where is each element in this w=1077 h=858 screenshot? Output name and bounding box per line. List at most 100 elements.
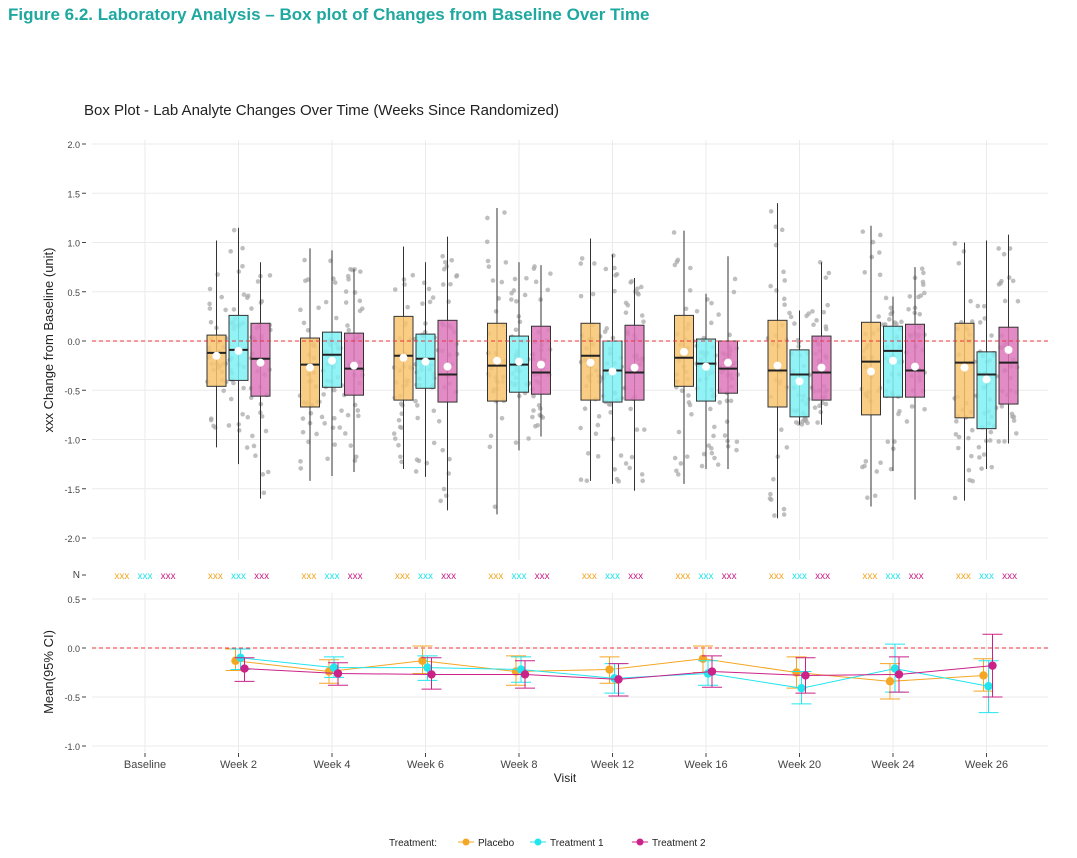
jitter-point — [967, 477, 972, 483]
jitter-point — [687, 288, 693, 293]
jitter-point — [343, 289, 349, 294]
jitter-point — [595, 454, 601, 459]
jitter-point — [352, 458, 358, 463]
jitter-point — [877, 272, 883, 278]
jitter-point — [323, 299, 329, 305]
jitter-point — [608, 402, 613, 407]
jitter-point — [904, 419, 910, 424]
jitter-point — [815, 420, 820, 425]
jitter-point — [524, 275, 529, 281]
mean-point — [443, 362, 452, 371]
jitter-point — [1001, 251, 1007, 257]
jitter-point — [414, 403, 420, 408]
jitter-point — [397, 424, 403, 430]
jitter-point — [806, 311, 811, 316]
jitter-point — [686, 393, 691, 398]
jitter-point — [774, 288, 779, 293]
mean-point-treatment2 — [707, 667, 717, 676]
jitter-point — [592, 261, 597, 266]
jitter-point — [817, 403, 822, 409]
jitter-point — [956, 260, 962, 266]
jitter-point — [889, 309, 895, 315]
jitter-point — [438, 498, 443, 504]
n-count-placebo: xxx — [675, 571, 690, 582]
n-count-treatment2: xxx — [909, 571, 924, 582]
jitter-point — [436, 418, 442, 424]
jitter-point — [332, 442, 338, 447]
jitter-point — [952, 495, 958, 501]
jitter-point — [674, 468, 679, 474]
mean-point-treatment2 — [333, 669, 343, 678]
jitter-point — [231, 227, 237, 233]
jitter-point — [514, 299, 519, 304]
box-placebo — [300, 337, 320, 408]
jitter-point — [244, 445, 250, 450]
mean-point — [515, 357, 523, 366]
jitter-point — [862, 270, 868, 275]
jitter-point — [979, 466, 984, 471]
jitter-point — [300, 416, 306, 421]
jitter-point — [431, 408, 437, 414]
jitter-point — [356, 413, 361, 419]
box-treatment2 — [718, 340, 738, 394]
jitter-point — [953, 432, 959, 437]
jitter-point — [623, 310, 629, 315]
jitter-point — [722, 433, 728, 438]
jitter-point — [431, 440, 437, 446]
y-tick-label: -2.0 — [64, 534, 80, 544]
n-count-treatment1: xxx — [418, 571, 433, 582]
jitter-point — [708, 406, 713, 412]
jitter-point — [717, 400, 723, 405]
jitter-point — [502, 210, 507, 215]
jitter-point — [207, 306, 213, 311]
x-tick-label: Week 12 — [591, 759, 634, 771]
jitter-point — [812, 405, 818, 410]
jitter-point — [603, 266, 609, 272]
jitter-point — [509, 297, 514, 302]
jitter-point — [977, 320, 983, 325]
n-count-placebo: xxx — [208, 571, 223, 582]
jitter-point — [596, 414, 602, 419]
mean-point — [867, 367, 875, 376]
n-count-placebo: xxx — [114, 571, 129, 582]
jitter-point — [708, 320, 714, 326]
jitter-point — [987, 438, 993, 443]
jitter-point — [610, 335, 616, 341]
jitter-point — [865, 495, 870, 501]
box-plot-y-axis: 2.0 1.5 1.0 0.5 0.0 -0.5 -1.0 -1.5 -2.0 — [64, 140, 86, 544]
mean-point-treatment1 — [984, 682, 993, 691]
jitter-point — [641, 427, 647, 432]
jitter-point — [709, 300, 714, 306]
jitter-point — [360, 306, 365, 311]
jitter-point — [221, 388, 227, 394]
jitter-point — [343, 300, 349, 305]
y-tick-label: -1.5 — [64, 485, 80, 495]
jitter-point — [860, 229, 866, 234]
jitter-point — [426, 286, 432, 292]
jitter-point — [517, 319, 523, 325]
jitter-point — [996, 439, 1002, 444]
jitter-point — [781, 506, 787, 512]
mean-point — [328, 356, 336, 365]
jitter-point — [1015, 298, 1021, 304]
jitter-point — [988, 429, 994, 435]
jitter-point — [302, 257, 307, 263]
n-count-placebo: xxx — [395, 571, 410, 582]
jitter-point — [675, 472, 681, 477]
legend-label-placebo: Placebo — [478, 838, 515, 849]
jitter-point — [618, 453, 624, 458]
y-tick-label: -1.0 — [64, 742, 80, 752]
box-placebo — [206, 334, 227, 387]
jitter-point — [885, 439, 891, 445]
mean-point — [212, 351, 221, 360]
jitter-point — [639, 313, 645, 318]
mean-point — [773, 361, 782, 370]
y-tick-label: 1.5 — [67, 189, 80, 199]
jitter-point — [442, 259, 448, 265]
jitter-point — [823, 326, 829, 332]
jitter-point — [781, 512, 787, 517]
jitter-point — [922, 406, 927, 412]
jitter-point — [215, 272, 220, 277]
jitter-point — [345, 323, 350, 328]
